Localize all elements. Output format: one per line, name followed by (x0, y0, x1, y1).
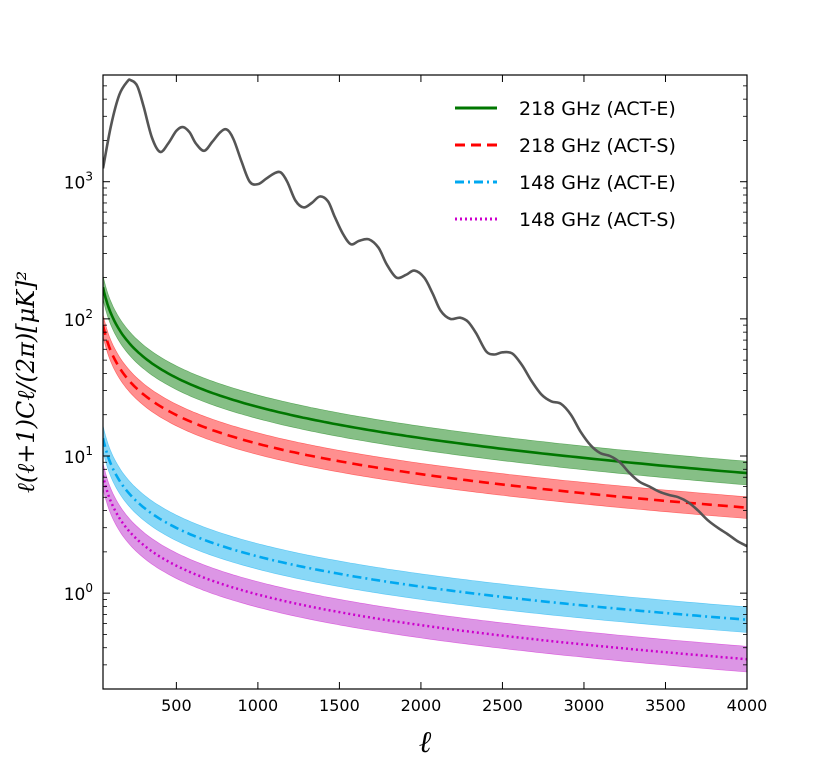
band-218-ghz-act-e (103, 275, 747, 486)
line-218-ghz-act-s (103, 324, 747, 509)
x-tick-label: 2500 (482, 696, 523, 715)
line-148-ghz-act-s (103, 475, 747, 661)
band-148-ghz-act-e (103, 425, 747, 633)
axis-ticks: 500 1000 1500 2000 2500 3000 3500 4000 100 101 102… (64, 74, 768, 715)
legend-label: 148 GHz (ACT-E) (519, 172, 676, 194)
x-tick-label: 2000 (401, 696, 442, 715)
line-218-ghz-act-e (103, 286, 747, 475)
line-148-ghz-act-e (103, 437, 747, 621)
x-tick-label: 500 (161, 696, 192, 715)
series-lines (103, 286, 747, 661)
legend: 218 GHz (ACT-E) 218 GHz (ACT-S) 148 GHz (A… (455, 98, 676, 231)
x-tick-label: 1500 (319, 696, 360, 715)
legend-label: 148 GHz (ACT-S) (519, 209, 676, 231)
y-tick-label: 103 (64, 170, 93, 194)
y-tick-label: 101 (64, 444, 93, 468)
cmb-spectrum-group (103, 78, 747, 548)
band-148-ghz-act-s (103, 462, 747, 673)
legend-label: 218 GHz (ACT-E) (519, 98, 676, 120)
x-tick-label: 3000 (564, 696, 605, 715)
y-axis-label: ℓ(ℓ+1)Cℓ/(2π)[μK]² (12, 271, 40, 493)
x-tick-label: 1000 (238, 696, 279, 715)
x-axis-label: ℓ (419, 725, 432, 760)
cmb-spectrum-line (103, 78, 747, 548)
x-tick-label: 3500 (645, 696, 686, 715)
y-tick-label: 102 (64, 307, 93, 331)
x-tick-label: 4000 (727, 696, 768, 715)
plot-frame (102, 74, 748, 690)
y-tick-label: 100 (64, 581, 93, 605)
legend-label: 218 GHz (ACT-S) (519, 135, 676, 157)
